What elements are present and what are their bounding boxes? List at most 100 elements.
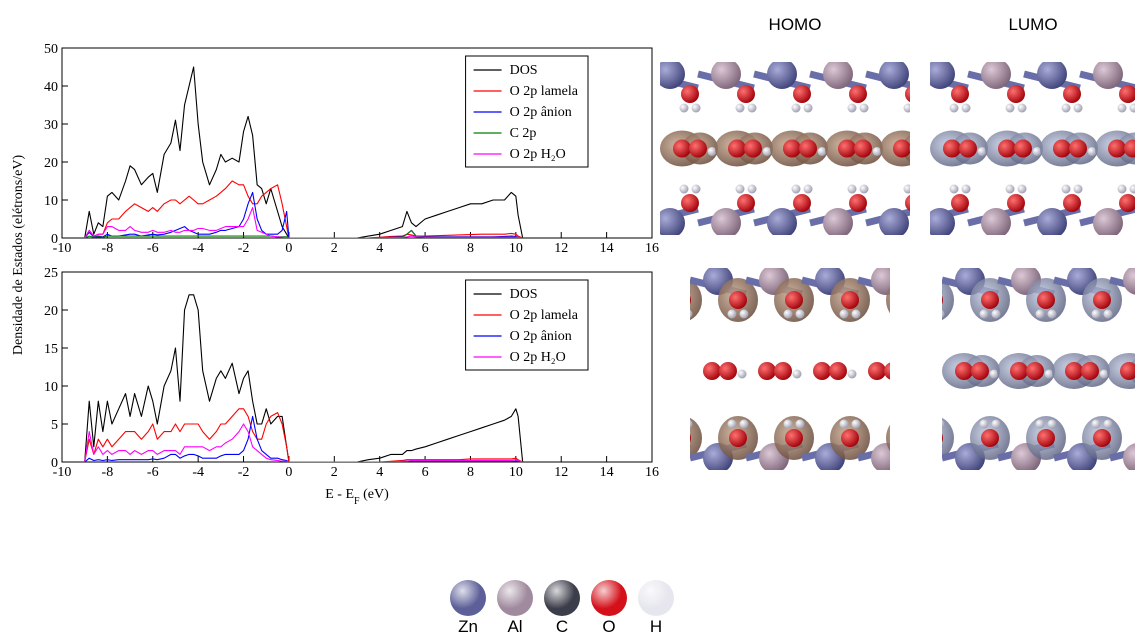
series-line (84, 415, 523, 462)
x-tick-label: -6 (147, 241, 159, 256)
x-tick-label: 12 (554, 465, 568, 480)
x-tick-label: 6 (422, 241, 429, 256)
x-tick-label: 0 (285, 465, 292, 480)
atom (847, 184, 857, 194)
y-tick-label: 30 (44, 118, 58, 133)
atom (1035, 419, 1045, 429)
element-shine (450, 580, 486, 616)
atom (1099, 369, 1109, 379)
atom (1119, 194, 1135, 212)
orbital (942, 279, 954, 321)
atom (955, 362, 973, 380)
y-tick-label: 40 (44, 80, 58, 95)
atom (689, 139, 707, 158)
element-shine (497, 580, 533, 616)
atom (624, 185, 633, 194)
series-line (84, 207, 523, 238)
series-line (84, 408, 523, 462)
atom (1103, 309, 1113, 319)
atom (871, 268, 890, 295)
element-shine (544, 580, 580, 616)
atom (930, 208, 955, 235)
atom (711, 62, 741, 89)
atom (1014, 139, 1032, 158)
atom (1061, 103, 1071, 113)
atom (737, 369, 747, 379)
element-shine (638, 580, 674, 616)
atom (783, 139, 801, 158)
x-tick-label: 14 (600, 241, 614, 256)
atom (942, 309, 945, 319)
x-tick-label: -8 (102, 241, 114, 256)
atom (1061, 184, 1071, 194)
atom (1120, 362, 1135, 380)
atom (899, 265, 929, 295)
x-tick-label: 6 (422, 465, 429, 480)
bond (942, 444, 943, 448)
atom (905, 194, 910, 212)
atom (894, 104, 903, 113)
bond (942, 290, 943, 294)
atom (690, 419, 693, 429)
atom (964, 310, 973, 319)
atom (1093, 208, 1123, 235)
atom (711, 208, 741, 235)
atom (1047, 309, 1057, 319)
x-tick-label: 0 (285, 241, 292, 256)
atom (624, 104, 633, 113)
orbital-title: HOMO (769, 15, 822, 34)
atom (803, 103, 813, 113)
atom (923, 362, 941, 380)
atom (1026, 362, 1044, 380)
y-tick-label: 20 (44, 304, 58, 319)
y-tick-label: 15 (44, 342, 58, 357)
bond (1109, 276, 1135, 290)
atom (961, 184, 971, 194)
atom (930, 62, 955, 89)
atom (896, 420, 905, 429)
atom (849, 85, 867, 103)
orbital-title: LUMO (1008, 15, 1057, 34)
series-line (84, 423, 523, 462)
atom (803, 184, 813, 194)
legend-label: O 2p lamela (510, 308, 579, 323)
x-axis-label-part: F (354, 496, 360, 507)
x-tick-label: 16 (645, 241, 659, 256)
atom (673, 139, 691, 158)
atom (1037, 429, 1055, 447)
element-label: O (602, 617, 615, 636)
atom (672, 420, 681, 429)
atom (849, 194, 867, 212)
atom (908, 310, 917, 319)
x-axis-label-part: E - E (325, 487, 354, 502)
atom (971, 362, 989, 380)
orbital (942, 417, 954, 459)
y-tick-label: 0 (51, 456, 58, 471)
molecule-panel (672, 268, 973, 470)
x-tick-label: -4 (192, 465, 204, 480)
atom (854, 139, 872, 158)
atom (972, 104, 981, 113)
atom (727, 419, 737, 429)
x-tick-label: 4 (376, 241, 383, 256)
atom (791, 184, 801, 194)
atom (703, 362, 721, 380)
atom (1069, 139, 1087, 158)
legend-box (465, 279, 589, 371)
atom (847, 103, 857, 113)
atom (660, 62, 685, 89)
atom (979, 309, 989, 319)
atom (981, 429, 999, 447)
atom (783, 309, 793, 319)
atom (1119, 85, 1135, 103)
atom (1017, 103, 1027, 113)
y-axis-label: Densidade de Estados (elétrons/eV) (11, 155, 26, 356)
atom (625, 85, 643, 103)
element-label: Zn (458, 617, 478, 636)
atom (1093, 291, 1111, 309)
x-tick-label: 16 (645, 465, 659, 480)
atom (1005, 103, 1015, 113)
atom (893, 139, 910, 158)
atom (691, 184, 701, 194)
